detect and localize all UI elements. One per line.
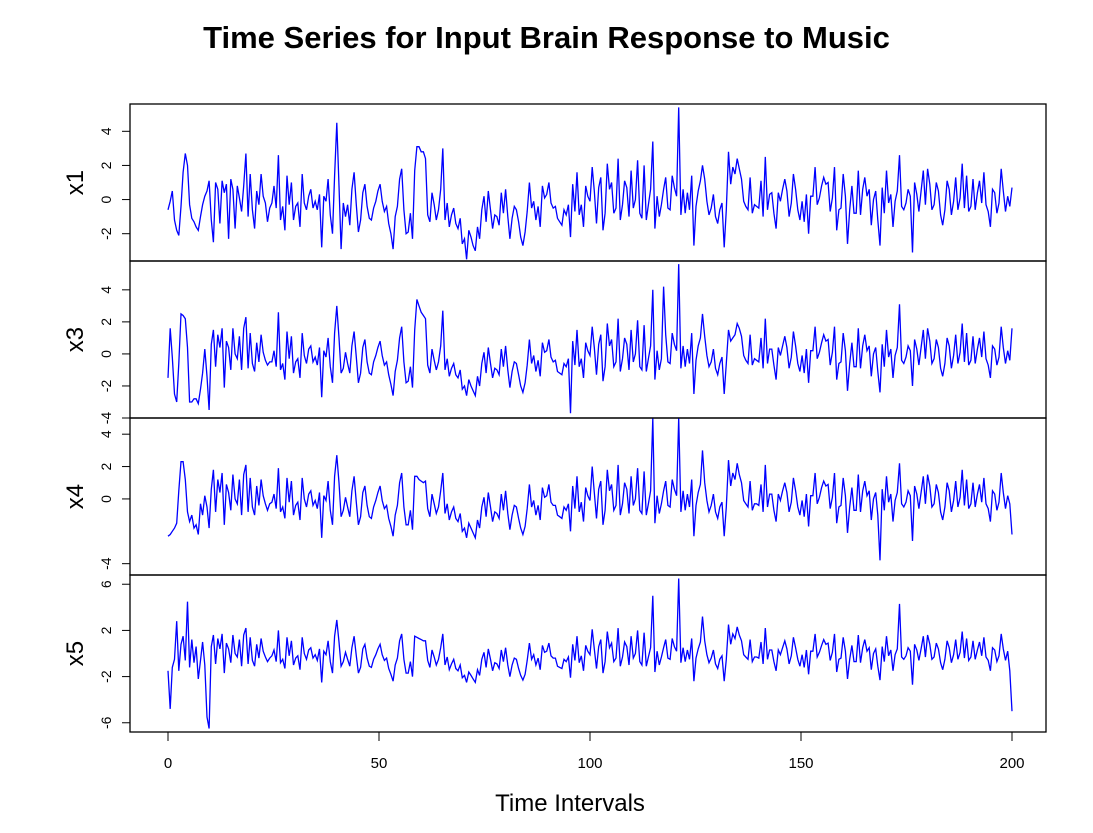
series-line-x1 [167, 107, 1013, 260]
y-tick-label-x3: -4 [98, 412, 114, 425]
y-tick-label-x1: 2 [98, 161, 114, 169]
x-axis-label: Time Intervals [495, 790, 645, 817]
y-tick-label-x4: 4 [98, 430, 114, 438]
panel-x4: -4 0 2 4 x4 [62, 417, 1047, 576]
y-tick-label-x3: 0 [98, 350, 114, 358]
chart-title: Time Series for Input Brain Response to … [203, 20, 890, 55]
y-tick-label-x5: 6 [98, 580, 114, 588]
y-tick-label-x1: -2 [98, 227, 114, 240]
x-tick-label: 150 [788, 755, 813, 772]
y-axis-label-x4: x4 [62, 484, 89, 509]
y-axis-label-x1: x1 [62, 170, 89, 195]
y-tick-label-x5: -2 [98, 670, 114, 683]
y-tick-label-x4: 0 [98, 495, 114, 503]
panel-x1: -2 0 2 4 x1 [62, 103, 1047, 262]
y-tick-label-x5: -6 [98, 716, 114, 729]
panel-frame-x5 [129, 574, 1047, 733]
y-tick-label-x1: 0 [98, 195, 114, 203]
panel-x3: -4 -2 0 2 4 x3 [62, 260, 1047, 425]
panel-x5: -6 -2 2 6 x5 [62, 574, 1047, 733]
series-line-x5 [167, 578, 1013, 729]
x-tick-label: 100 [577, 755, 602, 772]
panel-frame-x1 [129, 103, 1047, 262]
series-line-x4 [167, 417, 1013, 561]
y-tick-label-x3: 4 [98, 286, 114, 294]
y-tick-label-x3: 2 [98, 318, 114, 326]
panel-frame-x3 [129, 260, 1047, 419]
x-tick-label: 50 [371, 755, 388, 772]
x-tick-label: 0 [164, 755, 172, 772]
y-tick-label-x5: 2 [98, 626, 114, 634]
y-tick-label-x4: 2 [98, 462, 114, 470]
series-line-x3 [167, 264, 1013, 414]
x-tick-label: 200 [999, 755, 1024, 772]
y-tick-label-x4: -4 [98, 557, 114, 570]
y-axis-label-x5: x5 [62, 641, 89, 666]
y-axis-label-x3: x3 [62, 327, 89, 352]
y-tick-label-x1: 4 [98, 127, 114, 135]
y-tick-label-x3: -2 [98, 380, 114, 393]
